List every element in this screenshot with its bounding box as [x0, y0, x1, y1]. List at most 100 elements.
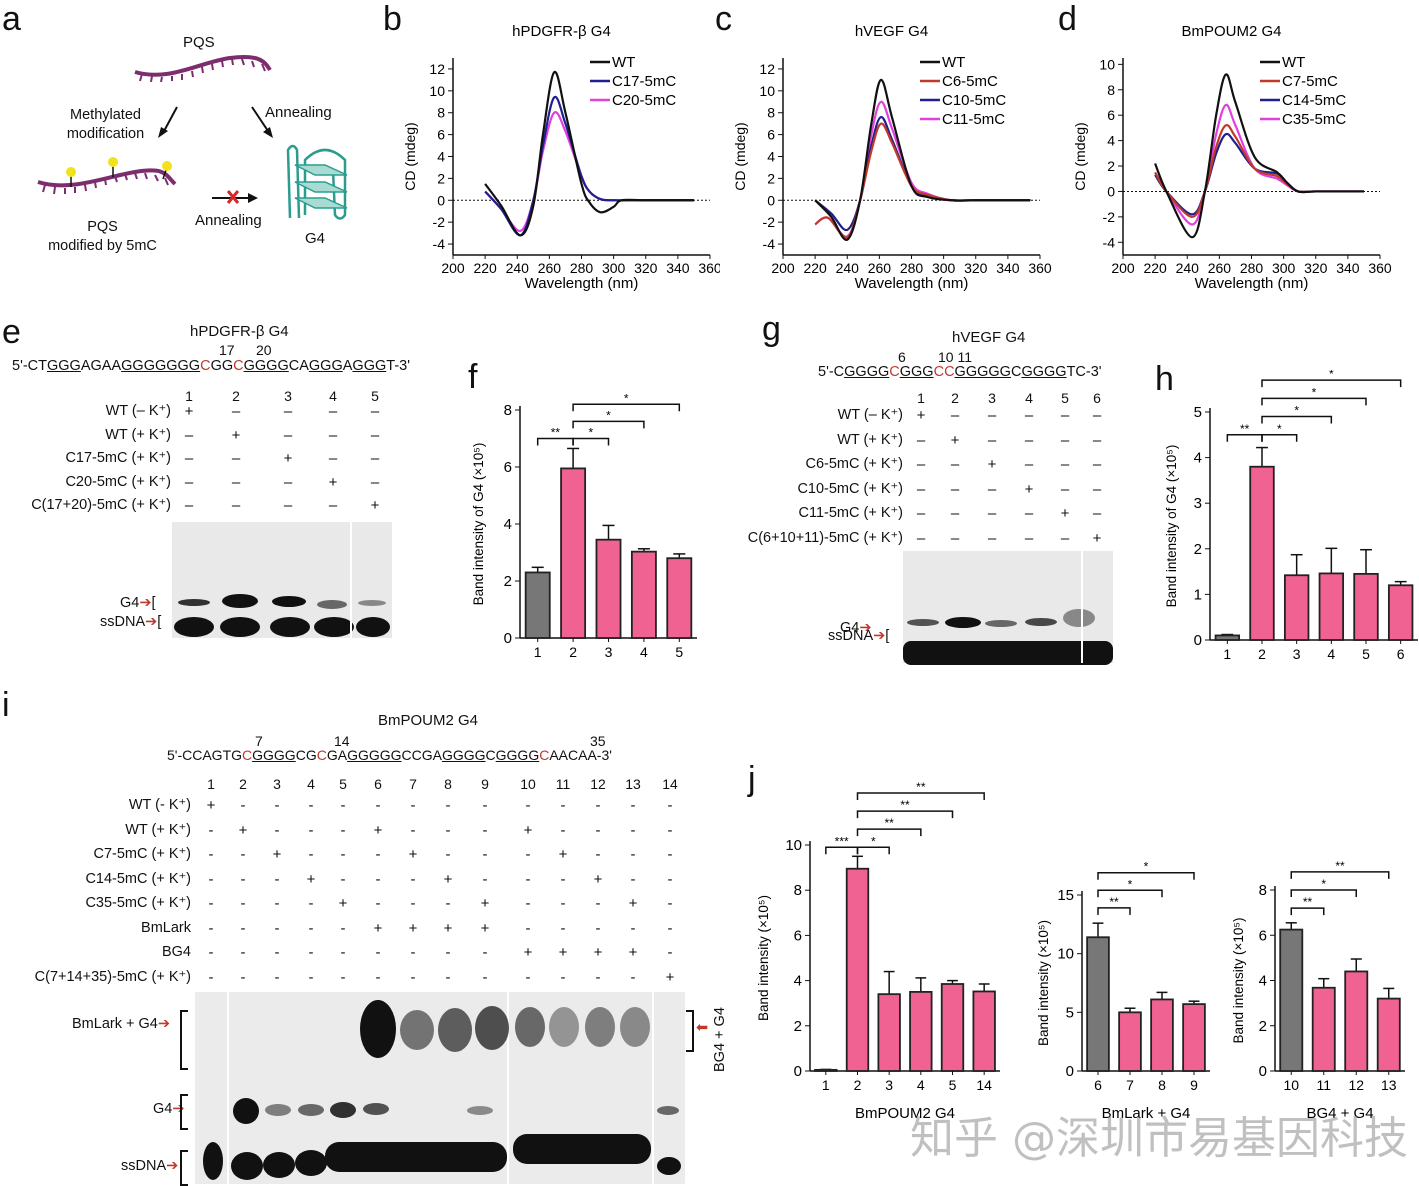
gel-band [903, 641, 1113, 665]
lane-number: 8 [444, 776, 452, 792]
seq-part: 5'-CCAGTG [167, 747, 243, 763]
x-tick-label: 4 [1327, 646, 1335, 662]
condition-label: WT (+ K⁺) [105, 426, 171, 443]
significance-bracket [856, 792, 985, 801]
gel-band [585, 1007, 615, 1047]
bracket [180, 1094, 188, 1130]
condition-mark: - [525, 919, 531, 937]
condition-mark: + [328, 473, 338, 491]
x-tick-label: 2 [1258, 646, 1266, 662]
significance-bracket [536, 437, 574, 446]
y-tick-label: 0 [1107, 183, 1115, 199]
condition-mark: – [370, 403, 380, 420]
x-tick-label: 1 [1223, 646, 1231, 662]
bar [1353, 572, 1379, 641]
y-tick-label: 10 [785, 837, 802, 854]
significance-label: *** [835, 834, 849, 848]
gel-image-g [903, 551, 1113, 665]
x-tick-label: 260 [538, 260, 562, 276]
condition-mark: – [231, 473, 241, 491]
x-tick-label: 14 [976, 1077, 992, 1093]
condition-mark: - [340, 870, 346, 888]
bracket [686, 1010, 694, 1052]
y-tick-label: 0 [504, 630, 512, 647]
condition-mark: – [231, 450, 241, 467]
lane-number: 7 [409, 776, 417, 792]
condition-label: WT (+ K⁺) [125, 821, 191, 838]
significance-bracket [1290, 907, 1325, 916]
bar [1118, 1011, 1142, 1072]
condition-mark: – [184, 473, 194, 491]
condition-mark: – [1060, 456, 1070, 473]
condition-mark: – [950, 456, 960, 473]
y-tick-label: 12 [429, 61, 445, 77]
condition-mark: – [283, 497, 293, 514]
condition-mark: - [630, 968, 636, 986]
arrow-down-right-icon [251, 106, 273, 138]
x-tick-label: 220 [473, 260, 497, 276]
y-tick-label: 3 [1194, 495, 1202, 512]
condition-mark: – [328, 403, 338, 420]
significance-bracket [1097, 889, 1163, 898]
methylated-modification-label: Methylated modification [58, 106, 153, 144]
series-line-c10-5mc [814, 116, 1031, 232]
x-tick-label: 220 [1143, 260, 1167, 276]
condition-mark: - [274, 895, 280, 912]
ssdna-band-label-i: ssDNA➔ [121, 1158, 178, 1174]
panel-e-title: hPDGFR-β G4 [190, 323, 289, 340]
legend-label: C11-5mC [942, 111, 1005, 128]
seq-part: C [1010, 364, 1022, 380]
seq-part: 5'-C [818, 364, 845, 380]
gel-band [295, 1150, 327, 1176]
x-tick-label: 240 [506, 260, 530, 276]
condition-mark: + [628, 944, 638, 961]
condition-mark: - [667, 919, 673, 937]
y-tick-label: 6 [1259, 927, 1267, 944]
x-tick-label: 4 [640, 644, 648, 660]
series-line-wt [484, 71, 694, 237]
y-tick-label: 8 [504, 402, 512, 419]
gel-splice-line [350, 522, 352, 638]
lane-number: 4 [329, 388, 337, 404]
pqs-strand-icon [134, 55, 272, 82]
condition-mark: + [443, 919, 453, 937]
significance-label: ** [900, 798, 910, 812]
x-tick-label: 280 [900, 260, 924, 276]
gel-band [467, 1106, 493, 1115]
condition-mark: + [1060, 505, 1070, 522]
condition-mark: - [525, 797, 531, 814]
condition-mark: + [558, 944, 568, 961]
significance-label: * [606, 408, 611, 422]
significance-label: ** [1240, 422, 1250, 436]
y-tick-label: 8 [1259, 882, 1267, 899]
condition-mark: + [916, 407, 926, 424]
y-tick-label: 15 [1057, 887, 1074, 904]
x-axis-label: BmLark + G4 [1102, 1105, 1191, 1122]
y-tick-label: 8 [437, 105, 445, 121]
bar [630, 550, 657, 639]
condition-mark: + [184, 403, 194, 420]
y-tick-label: 4 [504, 516, 512, 533]
chart-title: hPDGFR-β G4 [512, 23, 611, 40]
x-tick-label: 2 [854, 1077, 862, 1093]
x-tick-label: 8 [1158, 1077, 1166, 1093]
gel-band [222, 594, 258, 608]
series-line-c6-5mc [814, 122, 1031, 239]
x-tick-label: 220 [803, 260, 827, 276]
seq-part: 5'-CT [12, 358, 47, 374]
condition-mark: - [630, 797, 636, 814]
site-number-6: 6 [898, 349, 906, 365]
annealing-label-top: Annealing [265, 104, 332, 121]
condition-mark: – [370, 473, 380, 491]
bar [560, 467, 587, 639]
bar [524, 571, 551, 639]
band-label-text: ssDNA [121, 1158, 167, 1174]
methyl-site: C [233, 358, 244, 374]
y-axis-label: CD (mdeg) [1072, 122, 1088, 190]
condition-mark: - [560, 895, 566, 912]
y-tick-label: 8 [794, 882, 802, 899]
seq-part: GG [210, 358, 234, 374]
condition-mark: - [308, 846, 314, 863]
